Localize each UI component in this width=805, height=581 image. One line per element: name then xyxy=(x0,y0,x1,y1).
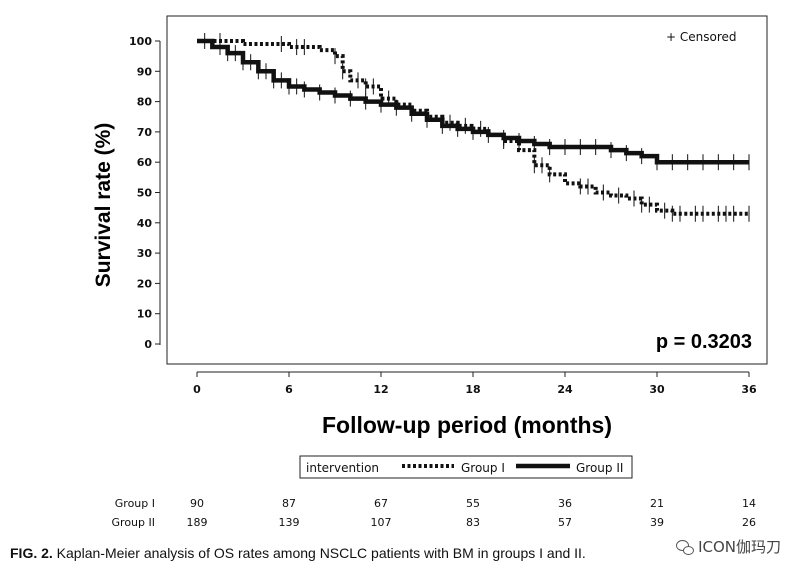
legend-label-group-i: Group I xyxy=(461,461,505,475)
y-ticks: 0 10 20 30 40 50 60 70 80 90 100 xyxy=(129,35,160,351)
x-tick-label: 12 xyxy=(373,383,388,396)
x-tick-label: 36 xyxy=(741,383,757,396)
series-layer xyxy=(197,33,750,222)
y-tick-label: 80 xyxy=(137,96,153,109)
wechat-icon xyxy=(676,539,695,555)
risk-cell: 90 xyxy=(190,497,204,510)
y-tick-label: 70 xyxy=(137,126,153,139)
y-axis-title: Survival rate (%) xyxy=(92,123,115,288)
p-value-annotation: p = 0.3203 xyxy=(656,331,752,353)
plot-frame xyxy=(166,15,768,365)
risk-cell: 107 xyxy=(371,516,392,529)
legend-box xyxy=(299,455,633,479)
y-tick-label: 40 xyxy=(137,217,153,230)
km-chart: 0 10 20 30 40 50 60 70 80 90 100 0 6 12 18 24 30 36 Surv… xyxy=(92,15,768,529)
risk-cell: 26 xyxy=(742,516,756,529)
risk-cell: 39 xyxy=(650,516,664,529)
risk-cell: 189 xyxy=(187,516,208,529)
y-tick-label: 30 xyxy=(137,247,153,260)
caption-prefix: FIG. 2. xyxy=(10,545,53,561)
risk-row-label: Group I xyxy=(115,497,155,510)
legend-label-group-ii: Group II xyxy=(576,461,623,475)
y-tick-label: 20 xyxy=(137,277,153,290)
y-tick-label: 10 xyxy=(137,308,153,321)
x-ticks: 0 6 12 18 24 30 36 xyxy=(193,372,757,396)
caption-text: Kaplan-Meier analysis of OS rates among … xyxy=(52,545,586,561)
risk-cell: 57 xyxy=(558,516,572,529)
y-tick-label: 100 xyxy=(129,35,152,48)
risk-cell: 55 xyxy=(466,497,480,510)
risk-table: Group I 90 87 67 55 36 21 14 Group II 189 139 107 83… xyxy=(112,497,756,529)
censored-legend: + Censored xyxy=(666,30,737,44)
x-tick-label: 0 xyxy=(193,383,201,396)
watermark-text: ICON伽玛刀 xyxy=(698,538,781,556)
risk-cell: 67 xyxy=(374,497,388,510)
x-tick-label: 24 xyxy=(557,383,573,396)
y-tick-label: 90 xyxy=(137,65,153,78)
figure-caption: FIG. 2. Kaplan-Meier analysis of OS rate… xyxy=(10,545,586,561)
y-tick-label: 60 xyxy=(137,156,153,169)
x-tick-label: 18 xyxy=(465,383,480,396)
risk-cell: 36 xyxy=(558,497,572,510)
x-tick-label: 30 xyxy=(649,383,665,396)
risk-row-label: Group II xyxy=(112,516,155,529)
y-tick-label: 0 xyxy=(144,338,152,351)
risk-cell: 139 xyxy=(279,516,300,529)
risk-cell: 83 xyxy=(466,516,480,529)
x-tick-label: 6 xyxy=(285,383,293,396)
risk-cell: 21 xyxy=(650,497,664,510)
legend-title: intervention xyxy=(306,461,379,475)
risk-cell: 14 xyxy=(742,497,756,510)
risk-cell: 87 xyxy=(282,497,296,510)
series-line-group-ii xyxy=(197,38,749,165)
y-tick-label: 50 xyxy=(137,187,153,200)
x-axis-title: Follow-up period (months) xyxy=(322,412,612,438)
legend: intervention Group I Group II xyxy=(299,455,633,479)
watermark: ICON伽玛刀 xyxy=(676,536,781,557)
